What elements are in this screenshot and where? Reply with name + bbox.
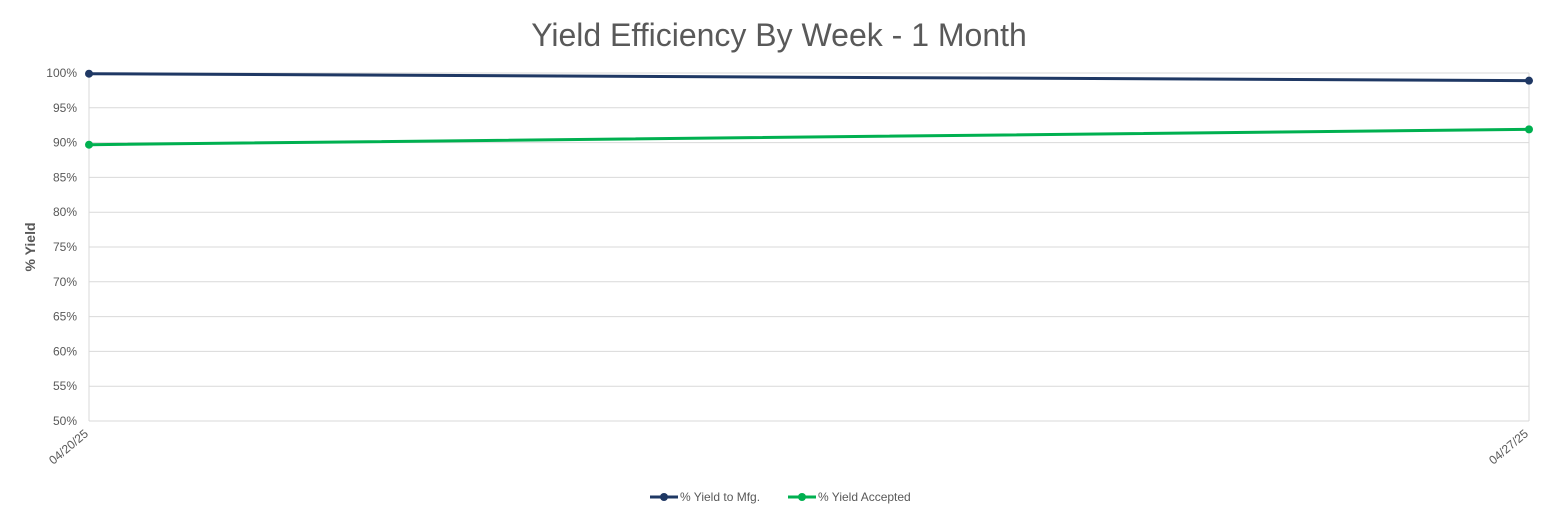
y-tick-label: 75% (53, 240, 77, 254)
data-point (1525, 125, 1533, 134)
legend-label: % Yield Accepted (818, 490, 911, 504)
chart-title: Yield Efficiency By Week - 1 Month (531, 17, 1027, 53)
x-tick-label: 04/27/25 (1486, 426, 1531, 467)
legend-marker (798, 493, 806, 501)
legend: % Yield to Mfg. % Yield Accepted (650, 490, 911, 504)
y-tick-label: 70% (53, 275, 77, 289)
y-tick-label: 80% (53, 205, 77, 219)
x-axis-ticks: 04/20/25 04/27/25 (46, 426, 1531, 467)
y-tick-label: 55% (53, 379, 77, 393)
legend-item: % Yield Accepted (788, 490, 911, 504)
y-tick-label: 85% (53, 170, 77, 184)
legend-label: % Yield to Mfg. (680, 490, 760, 504)
series-layer (85, 69, 1533, 149)
legend-item: % Yield to Mfg. (650, 490, 760, 504)
y-tick-label: 95% (53, 101, 77, 115)
x-tick-label: 04/20/25 (46, 426, 91, 467)
series-line (87, 72, 1531, 83)
y-tick-label: 50% (53, 414, 77, 428)
y-tick-label: 60% (53, 344, 77, 358)
series-line (87, 127, 1531, 147)
data-point (1525, 76, 1533, 85)
gridlines (88, 72, 1530, 422)
data-point (85, 69, 93, 78)
y-tick-label: 65% (53, 310, 77, 324)
y-axis-label: % Yield (22, 222, 38, 271)
y-axis-ticks: 50% 55% 60% 65% 70% 75% 80% 85% 90% 95% 100% (46, 66, 77, 428)
y-tick-label: 100% (46, 66, 77, 80)
legend-marker (660, 493, 668, 501)
y-tick-label: 90% (53, 136, 77, 150)
data-point (85, 140, 93, 149)
